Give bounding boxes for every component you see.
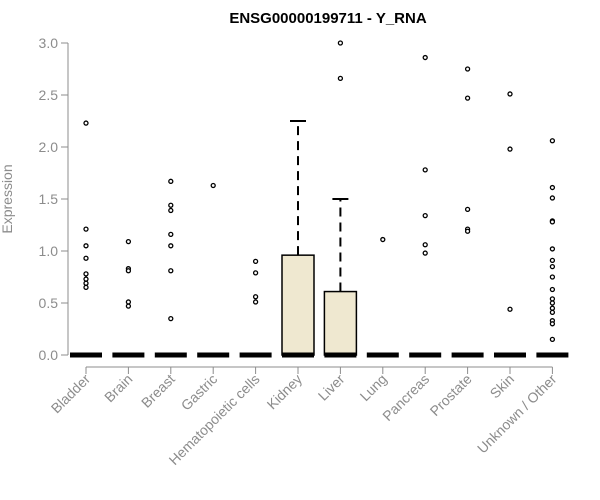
outlier-point [549,246,556,252]
x-tick-label: Skin [487,371,518,402]
x-tick-label: Unknown / Other [474,371,560,457]
outlier-point [380,236,386,243]
outlier-point [337,75,344,82]
y-tick-label: 1.0 [39,243,59,259]
y-tick-label: 0.0 [39,347,59,363]
box-liver [323,40,358,358]
outlier-point [549,274,556,280]
chart-title: ENSG00000199711 - Y_RNA [229,10,427,27]
box-unknown-other [536,138,569,358]
outlier-point [464,95,471,101]
y-tick-label: 3.0 [39,35,59,51]
outlier-point [549,309,556,316]
outlier-point [83,280,89,286]
x-tick-label: Breast [138,371,178,411]
outlier-point [83,226,89,232]
outlier-point [549,195,556,201]
x-tick-label: Brain [101,371,135,405]
outlier-point [83,255,89,261]
outlier-point [168,202,174,208]
outlier-point [549,296,556,302]
box-lung [366,236,399,358]
outlier-point [549,286,556,293]
outlier-point [422,250,428,256]
box-group [70,40,569,358]
outlier-point [83,271,89,277]
outlier-point [252,299,259,305]
x-tick-label: Liver [315,371,348,404]
outlier-point [549,184,556,191]
outlier-point [549,138,556,144]
outlier-point [507,306,513,312]
outlier-point [422,212,428,219]
y-axis-title: Expression [0,164,15,233]
box-bladder [70,120,102,358]
outlier-point [83,284,89,291]
outlier-point [337,40,344,46]
outlier-point [464,228,471,234]
outlier-point [549,300,556,306]
outlier-point [125,299,132,305]
y-tick-label: 2.5 [39,87,59,103]
outlier-point [168,231,174,238]
box-pancreas [409,54,442,358]
x-tick-label: Lung [357,371,390,404]
outlier-point [168,268,174,274]
outlier-point [252,294,259,300]
x-tick-label: Prostate [427,371,475,419]
outlier-point [168,243,174,249]
outlier-point [83,120,89,126]
outlier-point [83,243,89,249]
x-tick-label: Pancreas [379,371,432,424]
outlier-point [83,276,89,282]
outlier-point [252,270,259,276]
outlier-point [549,336,556,343]
outlier-point [125,238,132,245]
box-hematopoietic-cells [239,258,272,358]
outlier-point [549,219,556,225]
x-tick-label: Kidney [264,371,306,413]
y-axis: 0.0 0.5 1.0 1.5 2.0 2.5 3.0 [39,35,69,363]
outlier-point [422,242,428,248]
outlier-point [125,268,132,274]
outlier-point [464,206,471,213]
outlier-point [422,54,428,61]
outlier-point [168,315,174,322]
y-tick-label: 1.5 [39,191,59,207]
outlier-point [549,263,556,270]
outlier-point [168,207,174,214]
box-breast [154,178,187,358]
box-gastric [197,182,230,358]
outlier-point [464,66,471,72]
outlier-point [252,258,259,265]
outlier-point [549,321,556,327]
box-prostate [451,66,484,358]
y-tick-label: 2.0 [39,139,59,155]
box-rect [281,254,315,356]
x-tick-label: Bladder [48,371,94,417]
outlier-point [125,303,132,309]
outlier-point [507,91,513,97]
outlier-point [549,257,556,264]
outlier-point [168,178,174,184]
box-skin [494,91,526,358]
box-rect [323,290,358,356]
outlier-point [210,182,216,189]
box-kidney [281,120,315,358]
outlier-point [422,167,428,173]
y-tick-label: 0.5 [39,295,59,311]
outlier-point [507,146,513,152]
outlier-point [549,305,556,311]
box-brain [112,238,145,358]
